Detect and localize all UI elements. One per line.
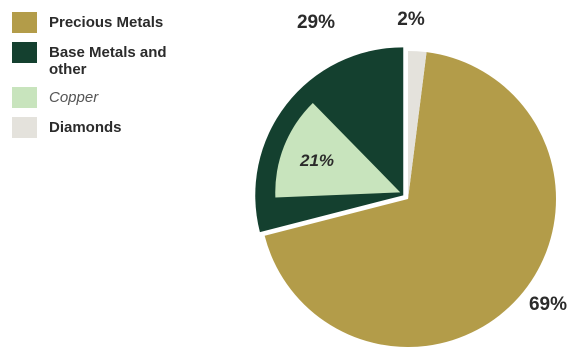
- legend-item-precious-metals: Precious Metals: [12, 12, 202, 33]
- legend-swatch-precious-metals: [12, 12, 37, 33]
- legend-label-copper: Copper: [49, 89, 99, 106]
- slice-copper: [275, 103, 401, 198]
- legend-swatch-copper: [12, 87, 37, 108]
- legend-item-base-metals: Base Metals and other: [12, 42, 202, 78]
- label-base-metals: 29%: [297, 12, 335, 33]
- legend-item-diamonds: Diamonds: [12, 117, 202, 138]
- slice-diamonds: [408, 51, 427, 199]
- label-diamonds: 2%: [397, 9, 425, 30]
- legend-label-precious-metals: Precious Metals: [49, 14, 164, 31]
- chart-legend: Precious Metals Base Metals and other Co…: [12, 12, 202, 147]
- legend-swatch-diamonds: [12, 117, 37, 138]
- legend-label-diamonds: Diamonds: [49, 119, 122, 136]
- label-precious-metals: 69%: [529, 294, 567, 315]
- label-copper: 21%: [299, 151, 334, 170]
- legend-label-base-metals: Base Metals and other: [49, 44, 167, 78]
- legend-item-copper: Copper: [12, 87, 202, 108]
- legend-swatch-base-metals: [12, 42, 37, 63]
- slice-precious-metals: [264, 52, 556, 347]
